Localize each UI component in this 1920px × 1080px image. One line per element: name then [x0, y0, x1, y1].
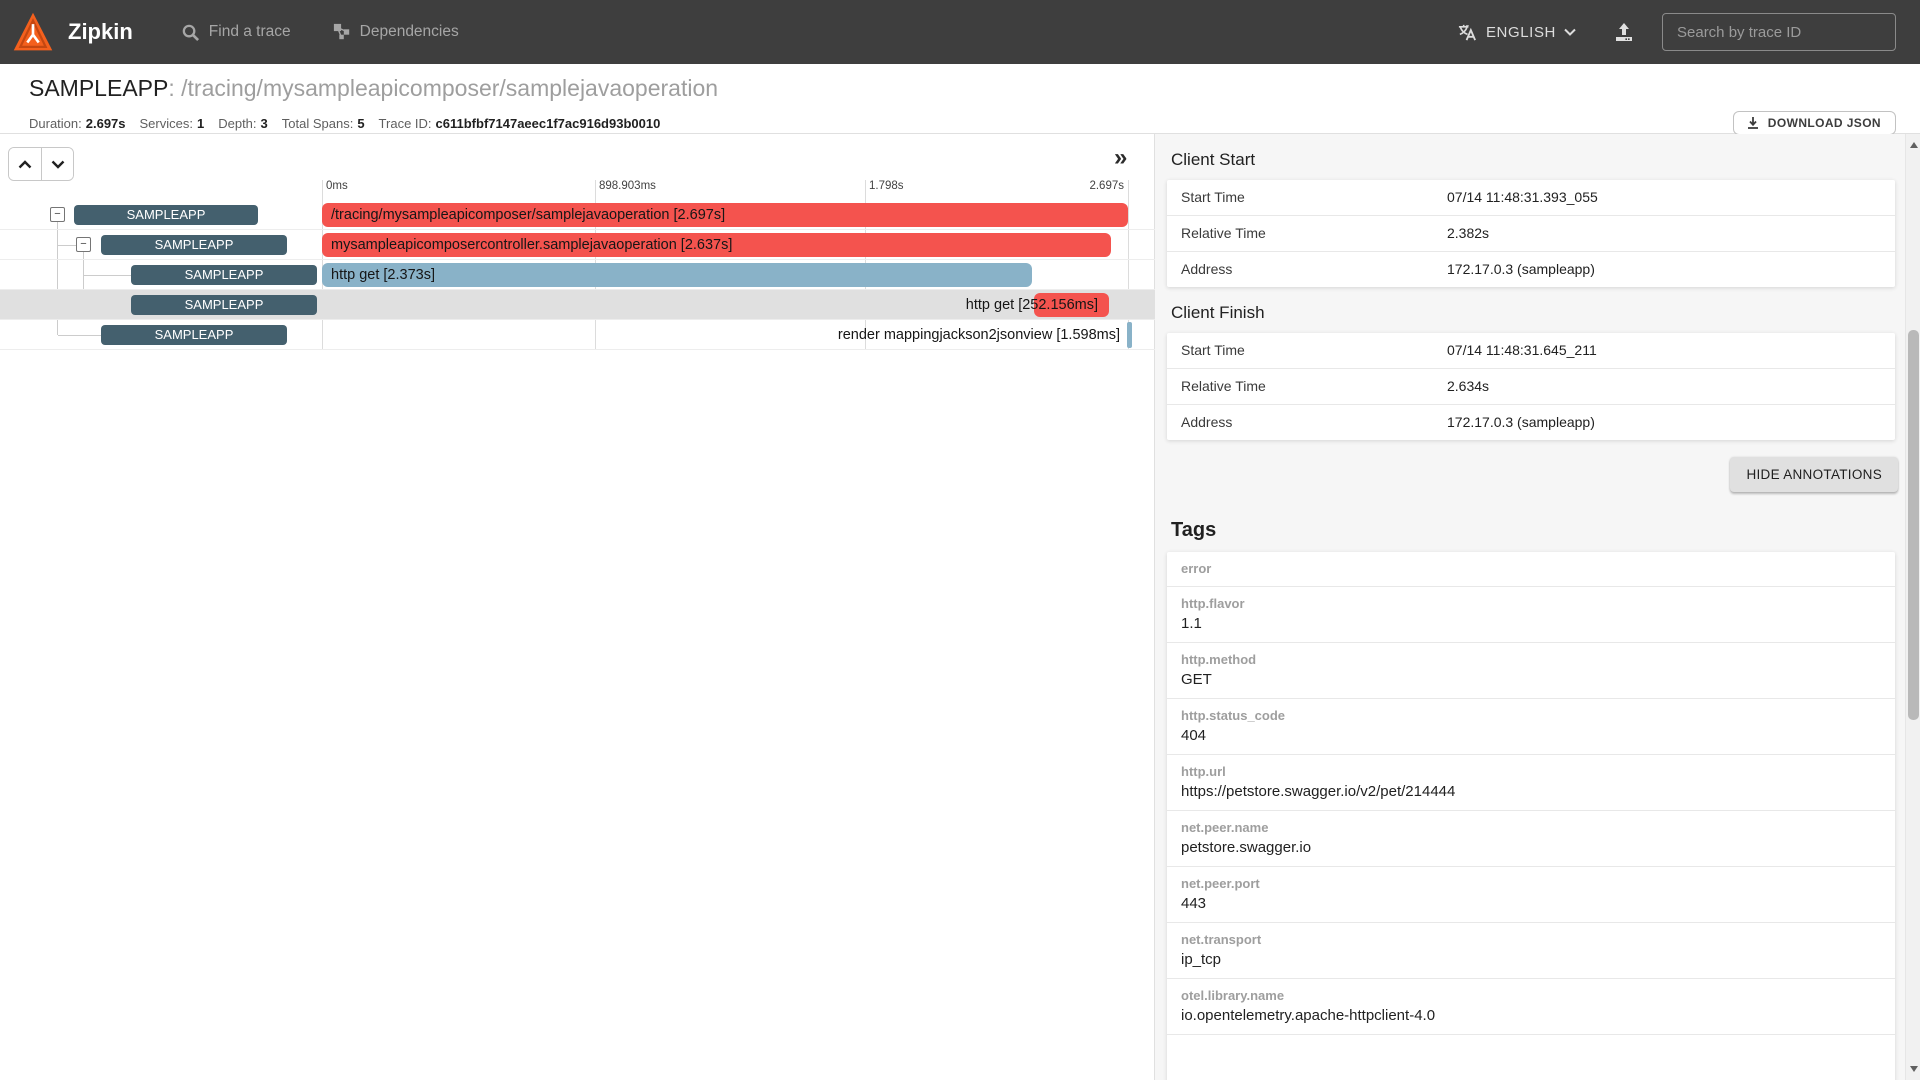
search-icon — [181, 23, 200, 42]
span-row: − SAMPLEAPP mysampleapicomposercontrolle… — [0, 230, 1155, 260]
span-row: SAMPLEAPP http get [2.373s] — [0, 260, 1155, 290]
span-navigation-group — [8, 147, 74, 181]
tree-connector — [83, 252, 84, 305]
scrollbar-thumb[interactable] — [1908, 330, 1919, 720]
span-bar-label: http get [252.156ms] — [965, 297, 1098, 313]
annotation-section-title: Client Finish — [1171, 303, 1265, 322]
language-selector[interactable]: ENGLISH — [1457, 22, 1576, 43]
span-detail-panel: Client Start Start Time 07/14 11:48:31.39… — [1155, 134, 1920, 1080]
tree-connector — [58, 245, 76, 246]
translate-icon — [1457, 22, 1478, 43]
meta-duration: Duration: 2.697s — [29, 115, 126, 131]
tags-card: error http.flavor 1.1 http.method GET http… — [1167, 552, 1895, 1080]
span-bar[interactable]: mysampleapicomposercontroller.samplejava… — [322, 233, 1111, 257]
collapse-span-button[interactable]: − — [76, 237, 91, 252]
tag-row: error — [1167, 552, 1895, 587]
nav-find-a-trace[interactable]: Find a trace — [181, 23, 291, 42]
tag-row: http.url https://petstore.swagger.io/v2/p… — [1167, 755, 1895, 811]
scroll-down-arrow[interactable] — [1910, 1066, 1918, 1072]
search-trace-id-input[interactable] — [1662, 13, 1896, 51]
nav-dependencies-label: Dependencies — [359, 23, 459, 40]
page-title: SAMPLEAPP: /tracing/mysampleapicomposer/… — [29, 75, 1896, 102]
meta-services: Services: 1 — [139, 115, 205, 131]
detail-scrollbar[interactable] — [1905, 134, 1920, 1080]
trace-meta-row: Duration: 2.697s Services: 1 Depth: 3 Total… — [29, 111, 1896, 135]
trace-header: SAMPLEAPP: /tracing/mysampleapicomposer/… — [0, 64, 1920, 135]
span-row-selected: SAMPLEAPP http get [252.156ms] — [0, 290, 1155, 320]
top-bar: Zipkin Find a trace Dependencies ENGLI — [0, 0, 1920, 64]
collapse-detail-icon[interactable]: » — [1114, 144, 1128, 171]
annotation-row: Start Time 07/14 11:48:31.393_055 — [1167, 180, 1895, 216]
tag-row: http.method GET — [1167, 643, 1895, 699]
service-badge[interactable]: SAMPLEAPP — [101, 325, 287, 345]
span-bar-label: render mappingjackson2jsonview [1.598ms] — [837, 327, 1120, 343]
annotation-row: Address 172.17.0.3 (sampleapp) — [1181, 414, 1595, 430]
annotation-row: Address 172.17.0.3 (sampleapp) — [1181, 261, 1595, 277]
tag-row: net.transport ip_tcp — [1167, 923, 1895, 979]
nav-dependencies[interactable]: Dependencies — [333, 23, 459, 41]
prev-span-button[interactable] — [9, 148, 41, 180]
span-row: − SAMPLEAPP /tracing/mysampleapicomposer… — [0, 200, 1155, 230]
annotation-row: Relative Time 2.634s — [1167, 369, 1895, 405]
annotation-row: Relative Time 2.382s — [1167, 216, 1895, 252]
dependencies-icon — [333, 23, 351, 41]
span-bar[interactable] — [1127, 322, 1132, 348]
download-json-button[interactable]: DOWNLOAD JSON — [1732, 111, 1896, 135]
service-badge[interactable]: SAMPLEAPP — [131, 295, 317, 315]
service-badge[interactable]: SAMPLEAPP — [131, 265, 317, 285]
tag-row: http.flavor 1.1 — [1167, 587, 1895, 643]
upload-trace-icon[interactable] — [1612, 20, 1636, 44]
tree-connector — [84, 275, 131, 276]
gridline — [1128, 180, 1129, 350]
tree-connector — [57, 222, 58, 335]
next-span-button[interactable] — [41, 148, 73, 180]
annotation-section-title: Client Start — [1171, 150, 1256, 169]
meta-total-spans: Total Spans: 5 — [281, 115, 365, 131]
span-bar[interactable]: http get [2.373s] — [322, 263, 1032, 287]
tick-label-3: 2.697s — [1089, 180, 1124, 192]
app-title[interactable]: Zipkin — [68, 19, 133, 44]
service-badge[interactable]: SAMPLEAPP — [74, 205, 258, 225]
span-bar[interactable] — [1034, 293, 1109, 317]
download-icon — [1746, 116, 1760, 130]
tag-row: net.peer.port 443 — [1167, 867, 1895, 923]
service-badge[interactable]: SAMPLEAPP — [101, 235, 287, 255]
tag-row: net.peer.name petstore.swagger.io — [1167, 811, 1895, 867]
trace-operation-name: : /tracing/mysampleapicomposer/samplejav… — [168, 75, 719, 101]
meta-trace-id: Trace ID: c611bfbf7147aeec1f7ac916d93b001… — [378, 115, 661, 131]
meta-depth: Depth: 3 — [218, 115, 268, 131]
hide-annotations-button[interactable]: HIDE ANNOTATIONS — [1730, 457, 1898, 492]
tick-label-1: 898.903ms — [599, 180, 656, 192]
scroll-up-arrow[interactable] — [1910, 142, 1918, 148]
annotation-card: Start Time 07/14 11:48:31.645_211 Relativ… — [1167, 333, 1895, 440]
span-bar[interactable]: /tracing/mysampleapicomposer/samplejavao… — [322, 203, 1128, 227]
tick-label-0: 0ms — [326, 180, 348, 192]
tag-row: http.status_code 404 — [1167, 699, 1895, 755]
language-label: ENGLISH — [1485, 23, 1556, 41]
zipkin-logo-icon[interactable] — [12, 11, 54, 53]
nav-find-a-trace-label: Find a trace — [208, 23, 291, 40]
chevron-down-icon — [1564, 28, 1576, 36]
collapse-span-button[interactable]: − — [50, 207, 65, 222]
span-row: SAMPLEAPP render mappingjackson2jsonview… — [0, 320, 1155, 350]
tick-label-2: 1.798s — [869, 180, 904, 192]
trace-timeline-panel: » 0ms 898.903ms 1.798s 2.697s − SAMPLEAP… — [0, 134, 1155, 1080]
tree-connector — [58, 335, 101, 336]
tag-row: otel.library.name io.opentelemetry.apache… — [1167, 979, 1895, 1035]
annotation-card: Start Time 07/14 11:48:31.393_055 Relativ… — [1167, 180, 1895, 287]
tags-section-title: Tags — [1171, 519, 1217, 541]
annotation-row: Start Time 07/14 11:48:31.645_211 — [1167, 333, 1895, 369]
trace-service-name: SAMPLEAPP — [29, 75, 169, 101]
